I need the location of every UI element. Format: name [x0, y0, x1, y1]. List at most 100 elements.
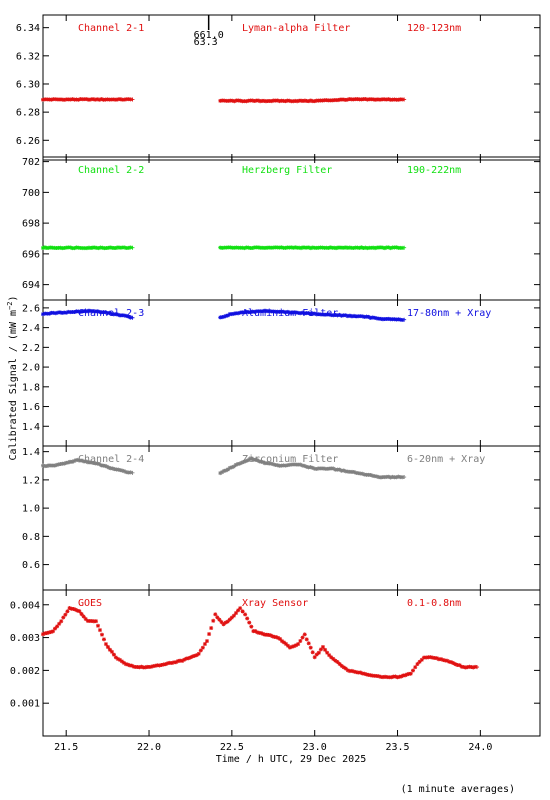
data-point	[75, 608, 80, 613]
data-point	[281, 463, 286, 468]
data-point	[70, 97, 75, 102]
data-point	[41, 632, 45, 637]
data-point	[240, 245, 245, 250]
data-point	[186, 656, 191, 661]
data-point	[304, 464, 309, 469]
data-point	[402, 97, 407, 102]
data-point	[247, 620, 252, 625]
data-point	[249, 456, 254, 461]
data-point	[86, 245, 91, 250]
data-point	[302, 632, 307, 637]
data-point	[267, 308, 272, 313]
data-point	[245, 616, 250, 621]
data-point	[339, 313, 344, 318]
data-point	[220, 98, 225, 103]
data-point	[97, 462, 102, 467]
y-tick-label: 6.26	[16, 136, 40, 147]
data-point	[415, 662, 420, 667]
data-point	[101, 310, 106, 315]
data-point	[202, 642, 207, 647]
data-point	[247, 457, 252, 462]
data-point	[57, 310, 62, 315]
data-point	[237, 461, 242, 466]
data-point	[302, 98, 307, 103]
data-point	[220, 245, 225, 250]
data-point	[52, 463, 57, 468]
data-point	[289, 462, 294, 467]
data-point	[95, 309, 100, 314]
data-point	[99, 97, 104, 102]
data-point	[211, 618, 216, 623]
data-point	[234, 245, 239, 250]
data-point	[96, 623, 101, 628]
data-point	[74, 97, 79, 102]
data-point	[265, 309, 270, 314]
data-point	[130, 315, 135, 320]
data-point	[64, 310, 69, 315]
data-point	[220, 470, 225, 475]
data-point	[180, 658, 185, 663]
data-point	[402, 245, 407, 250]
data-point	[382, 246, 387, 251]
data-point	[325, 312, 330, 317]
data-point	[354, 670, 359, 675]
data-point	[76, 97, 81, 102]
data-point	[222, 98, 227, 103]
data-point	[269, 461, 274, 466]
data-point	[80, 246, 85, 251]
data-point	[113, 655, 118, 660]
data-point	[327, 312, 332, 317]
data-point	[262, 308, 267, 313]
data-point	[279, 463, 284, 468]
data-point	[215, 615, 220, 620]
averaging-note: (1 minute averages)	[401, 784, 515, 795]
data-point	[221, 622, 226, 627]
data-point	[310, 311, 315, 316]
y-tick-label: 6.30	[16, 79, 40, 90]
data-point	[70, 246, 75, 251]
y-tick-label: 702	[22, 157, 40, 168]
data-point	[306, 465, 311, 470]
data-point	[244, 245, 249, 250]
y-tick-label: 6.32	[16, 51, 40, 62]
data-point	[130, 470, 135, 475]
data-point	[64, 245, 69, 250]
data-point	[107, 310, 112, 315]
data-point	[122, 97, 127, 102]
data-point	[126, 245, 131, 250]
y-tick-label: 1.2	[22, 475, 40, 486]
data-point	[53, 626, 58, 631]
data-point	[49, 310, 54, 315]
data-point	[366, 314, 371, 319]
data-point	[226, 245, 231, 250]
data-point	[376, 316, 381, 321]
data-point	[47, 311, 52, 316]
data-point	[236, 98, 241, 103]
data-point	[329, 313, 334, 318]
data-point	[312, 311, 317, 316]
data-point	[232, 99, 237, 104]
data-point	[459, 664, 464, 669]
data-point	[388, 246, 393, 251]
series-channel-2-2	[41, 245, 407, 251]
data-point	[271, 462, 276, 467]
data-point	[280, 639, 285, 644]
data-point	[274, 635, 279, 640]
y-tick-label: 0.004	[10, 600, 40, 611]
data-point	[276, 635, 281, 640]
data-point	[61, 615, 66, 620]
y-axis-label-superscript: −2	[6, 302, 14, 310]
data-point	[62, 97, 67, 102]
data-point	[84, 97, 89, 102]
data-point	[386, 474, 391, 479]
data-point	[250, 246, 255, 251]
data-point	[283, 310, 288, 315]
data-point	[139, 664, 144, 669]
data-point	[95, 97, 100, 102]
data-point	[327, 466, 332, 471]
data-point	[436, 657, 441, 662]
panel-frame	[42, 14, 541, 161]
data-point	[245, 458, 250, 463]
data-point	[362, 472, 367, 477]
data-point	[343, 469, 348, 474]
